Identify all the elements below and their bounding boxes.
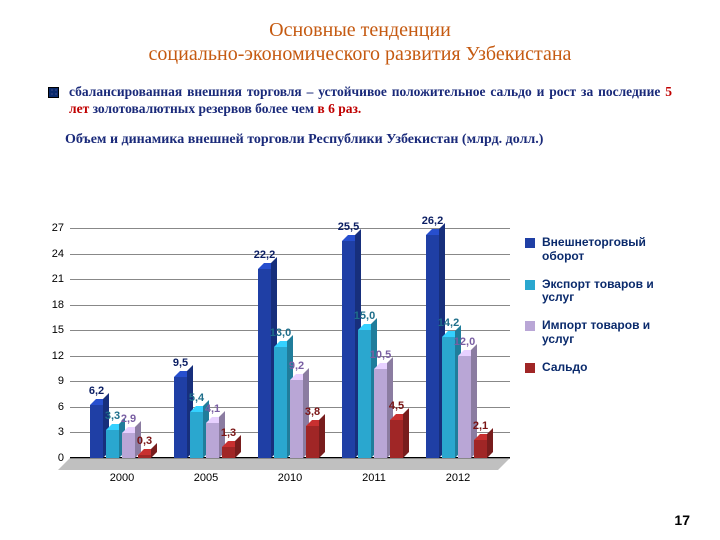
legend-label: Сальдо: [542, 361, 587, 375]
chart-x-label: 2011: [362, 472, 386, 484]
chart-bar: 3,3: [106, 430, 119, 458]
chart-bar-label: 14,2: [438, 317, 459, 329]
legend-swatch: [525, 321, 535, 331]
chart-bar-label: 2,9: [121, 413, 136, 425]
chart-y-label: 12: [52, 350, 70, 362]
bullet-text-mid: золотовалютных резервов более чем: [89, 101, 317, 116]
chart-bar: 2,9: [122, 433, 135, 458]
legend-label: Внешнеторговыйоборот: [542, 236, 646, 264]
chart-bar: 13,0: [274, 347, 287, 458]
bullet-row: сбалансированная внешняя торговля – усто…: [0, 66, 720, 118]
chart-bar-label: 9,2: [289, 360, 304, 372]
chart-x-label: 2000: [110, 472, 134, 484]
legend-item: Импорт товаров иуслуг: [525, 319, 690, 347]
chart-bar-label: 4,5: [389, 400, 404, 412]
chart-bar: 25,5: [342, 241, 355, 458]
chart-gridline: [70, 458, 510, 459]
title-line-2: социально-экономического развития Узбеки…: [149, 43, 572, 65]
chart-bar: 12,0: [458, 356, 471, 458]
chart-bar: 9,5: [174, 377, 187, 458]
bullet-text: сбалансированная внешняя торговля – усто…: [69, 84, 672, 118]
chart-bar: 10,5: [374, 369, 387, 458]
chart-bar-label: 0,3: [137, 435, 152, 447]
chart-bar: 26,2: [426, 235, 439, 458]
chart-plot-area: 036912151821242720006,23,32,90,320059,55…: [70, 228, 510, 458]
legend-item: Экспорт товаров иуслуг: [525, 278, 690, 306]
chart-y-label: 21: [52, 273, 70, 285]
chart-x-label: 2005: [194, 472, 218, 484]
chart-y-label: 6: [58, 401, 70, 413]
legend-label: Экспорт товаров иуслуг: [542, 278, 654, 306]
chart-x-label: 2012: [446, 472, 470, 484]
chart-y-label: 24: [52, 248, 70, 260]
chart-legend: Внешнеторговыйоборот Экспорт товаров иусл…: [525, 236, 690, 389]
chart-bar: 3,8: [306, 426, 319, 458]
chart-bar-label: 5,4: [189, 392, 204, 404]
title-line-1: Основные тенденции: [269, 19, 451, 41]
slide: Основные тенденции социально-экономическ…: [0, 0, 720, 540]
chart-y-label: 0: [58, 452, 70, 464]
legend-item: Сальдо: [525, 361, 690, 375]
page-number: 17: [674, 512, 690, 528]
legend-swatch: [525, 363, 535, 373]
chart-y-label: 27: [52, 222, 70, 234]
chart-y-label: 15: [52, 324, 70, 336]
chart-bar: 9,2: [290, 380, 303, 458]
chart: 036912151821242720006,23,32,90,320059,55…: [30, 218, 690, 498]
chart-bar-label: 13,0: [270, 327, 291, 339]
bullet-text-red2: в 6 раз.: [317, 101, 361, 116]
chart-bar-label: 15,0: [354, 310, 375, 322]
chart-bar-label: 10,5: [370, 349, 391, 361]
chart-y-label: 9: [58, 375, 70, 387]
chart-x-label: 2010: [278, 472, 302, 484]
chart-bar-label: 6,2: [89, 385, 104, 397]
chart-bar: 5,4: [190, 412, 203, 458]
chart-bar: 22,2: [258, 269, 271, 458]
chart-subtitle: Объем и динамика внешней торговли Респуб…: [0, 118, 720, 148]
chart-bar-label: 3,3: [105, 410, 120, 422]
chart-bar-label: 12,0: [454, 336, 475, 348]
legend-item: Внешнеторговыйоборот: [525, 236, 690, 264]
chart-bar-label: 22,2: [254, 249, 275, 261]
chart-bar: 4,1: [206, 423, 219, 458]
legend-swatch: [525, 280, 535, 290]
legend-label: Импорт товаров иуслуг: [542, 319, 650, 347]
chart-bar-label: 2,1: [473, 420, 488, 432]
chart-bar: 0,3: [138, 455, 151, 458]
chart-y-label: 3: [58, 426, 70, 438]
chart-bar-label: 4,1: [205, 403, 220, 415]
chart-bar: 2,1: [474, 440, 487, 458]
bullet-text-lead: сбалансированная внешняя торговля – усто…: [69, 84, 665, 99]
chart-bar: 1,3: [222, 447, 235, 458]
chart-bar-label: 1,3: [221, 427, 236, 439]
chart-bar-label: 25,5: [338, 221, 359, 233]
slide-title: Основные тенденции социально-экономическ…: [0, 0, 720, 66]
chart-floor: [58, 458, 510, 470]
bullet-marker-icon: [48, 87, 59, 98]
chart-bar-label: 26,2: [422, 215, 443, 227]
chart-bar: 14,2: [442, 337, 455, 458]
legend-swatch: [525, 238, 535, 248]
chart-bar-label: 9,5: [173, 357, 188, 369]
chart-bar-label: 3,8: [305, 406, 320, 418]
chart-y-label: 18: [52, 299, 70, 311]
chart-bar: 6,2: [90, 405, 103, 458]
chart-bar: 4,5: [390, 420, 403, 458]
